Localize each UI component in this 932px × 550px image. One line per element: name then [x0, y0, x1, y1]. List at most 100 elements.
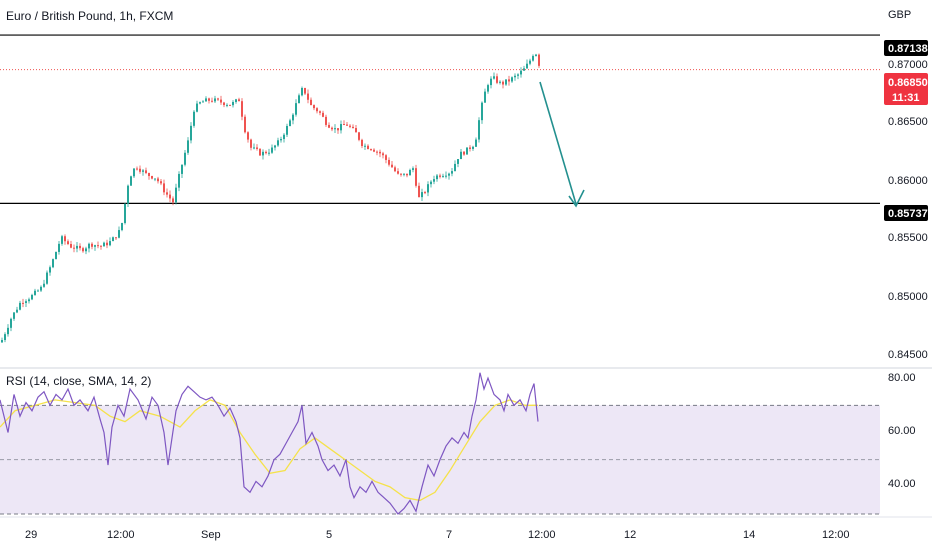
candle-body	[274, 145, 276, 148]
candle-body	[346, 124, 348, 126]
candle-body	[238, 99, 240, 102]
candle-body	[259, 148, 261, 156]
candle-body	[361, 139, 363, 147]
candle-body	[229, 104, 231, 106]
candle-body	[469, 147, 471, 149]
candle-body	[472, 146, 474, 149]
resistance-badge[interactable]	[884, 40, 928, 56]
arrow-shaft	[539, 81, 577, 205]
time-tick: 12:00	[822, 529, 850, 541]
candle-body	[271, 147, 273, 153]
candle-body	[268, 152, 270, 154]
rsi-ma-line	[0, 399, 538, 502]
candle-body	[355, 128, 357, 133]
candle-body	[226, 104, 228, 106]
candle-body	[121, 223, 123, 231]
candle-body	[310, 99, 312, 106]
candle-body	[490, 78, 492, 86]
candle-body	[385, 155, 387, 160]
candle-body	[148, 173, 150, 177]
candle-body	[322, 112, 324, 117]
candle-body	[517, 74, 519, 76]
candle-body	[100, 245, 102, 247]
candle-body	[256, 147, 258, 149]
candle-body	[334, 128, 336, 130]
candle-body	[523, 68, 525, 71]
candle-body	[445, 175, 447, 177]
candle-body	[205, 98, 207, 102]
candle-body	[76, 245, 78, 249]
candle-body	[352, 126, 354, 129]
candle-body	[178, 173, 180, 188]
candle-body	[175, 187, 177, 203]
time-tick: 12	[624, 529, 636, 541]
chart-title: Euro / British Pound, 1h, FXCM	[6, 9, 174, 23]
candle-body	[379, 151, 381, 154]
candle-body	[367, 145, 369, 150]
candle-body	[127, 185, 129, 204]
candle-body	[466, 147, 468, 155]
rsi-axis[interactable]: 80.00 60.00 40.00	[888, 372, 916, 490]
candle-body	[97, 245, 99, 247]
candle-body	[289, 120, 291, 127]
candle-body	[151, 176, 153, 179]
candle-body	[376, 151, 378, 153]
candle-body	[163, 183, 165, 193]
candle-body	[508, 79, 510, 82]
candle-body	[211, 100, 213, 102]
candle-body	[157, 178, 159, 182]
candle-body	[532, 55, 534, 61]
candle-body	[172, 198, 174, 203]
candle-body	[331, 127, 333, 130]
candle-body	[118, 230, 120, 238]
candle-body	[196, 103, 198, 112]
candle-body	[526, 63, 528, 69]
projection-arrow[interactable]	[539, 81, 585, 208]
time-tick: 29	[25, 529, 37, 541]
candle-body	[412, 168, 414, 170]
price-pane[interactable]	[0, 34, 880, 343]
candle-body	[487, 85, 489, 92]
candle-body	[169, 194, 171, 199]
candle-body	[316, 108, 318, 112]
candle-body	[106, 242, 108, 246]
rsi-line	[0, 372, 539, 515]
candle-body	[52, 259, 54, 268]
rsi-pane[interactable]	[0, 372, 880, 515]
candle-body	[340, 124, 342, 131]
candle-body	[277, 140, 279, 146]
candle-body	[142, 170, 144, 172]
candle-body	[31, 294, 33, 300]
candle-body	[235, 99, 237, 102]
candle-body	[343, 124, 345, 126]
rsi-title: RSI (14, close, SMA, 14, 2)	[6, 374, 152, 388]
candle-body	[244, 116, 246, 133]
last-price-badge[interactable]	[884, 73, 928, 105]
candle-body	[145, 170, 147, 174]
candle-body	[349, 125, 351, 127]
candle-body	[25, 301, 27, 303]
candle-body	[463, 151, 465, 155]
candle-body	[190, 125, 192, 141]
candle-body	[406, 173, 408, 176]
support-badge[interactable]	[884, 205, 928, 221]
candle-body	[58, 243, 60, 252]
last-price-countdown: 11:31	[892, 92, 920, 104]
candle-body	[319, 111, 321, 113]
candle-body	[451, 171, 453, 174]
candle-body	[337, 128, 339, 131]
candle-body	[13, 312, 15, 319]
candle-body	[511, 77, 513, 82]
candle-body	[295, 103, 297, 115]
candle-body	[16, 309, 18, 313]
candle-body	[115, 237, 117, 239]
candle-body	[265, 151, 267, 154]
candle-body	[298, 95, 300, 104]
candle-body	[373, 149, 375, 152]
last-price-value: 0.86850	[888, 77, 928, 89]
time-tick: 12:00	[107, 529, 135, 541]
candle-body	[403, 173, 405, 175]
time-axis[interactable]: 29 12:00 Sep 5 7 12:00 12 14 12:00	[0, 516, 932, 541]
price-axis[interactable]: GBP 0.87000 0.86500 0.86000 0.85500 0.85…	[884, 9, 928, 361]
rsi-tick: 80.00	[888, 372, 916, 384]
